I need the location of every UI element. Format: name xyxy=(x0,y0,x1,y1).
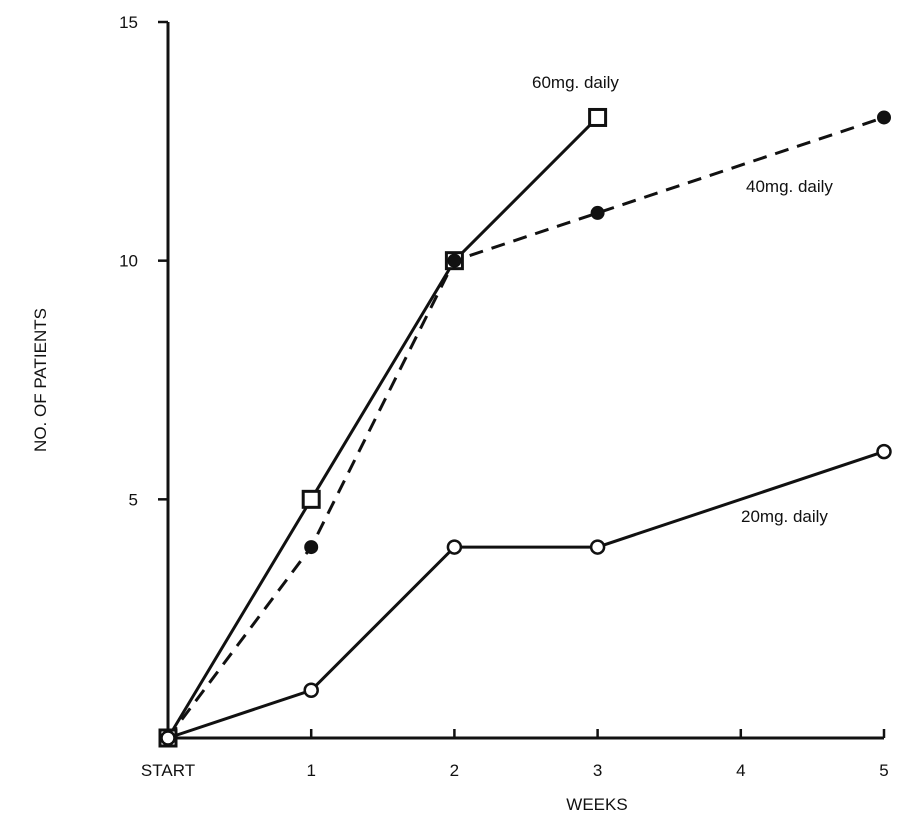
markers-group xyxy=(158,107,892,748)
open-circle-marker xyxy=(160,730,176,746)
x-tick-label: 5 xyxy=(879,761,888,780)
open-circle-marker xyxy=(303,682,319,699)
square-marker xyxy=(588,107,608,127)
y-tick-label: 15 xyxy=(119,13,138,32)
square-marker xyxy=(301,489,321,509)
filled-circle-marker xyxy=(877,110,891,125)
series-line-2 xyxy=(167,450,885,740)
filled-circle-marker xyxy=(304,540,319,555)
y-tick-label: 5 xyxy=(129,490,138,509)
axes: 5 10 15 START 1 2 3 4 5 WEEKS NO. OF PATIENTS xyxy=(31,13,889,814)
x-tick-label: 1 xyxy=(306,761,315,780)
x-tick-label: 2 xyxy=(450,761,459,780)
series-group xyxy=(166,116,885,740)
open-circle-marker xyxy=(446,539,463,555)
series-label-2: 20mg. daily xyxy=(741,507,828,526)
y-tick-label: 10 xyxy=(119,252,138,271)
y-axis-title: NO. OF PATIENTS xyxy=(31,308,50,452)
x-tick-label: 4 xyxy=(736,761,745,780)
open-circle-marker xyxy=(876,443,892,460)
x-axis-title: WEEKS xyxy=(566,795,627,814)
x-tick-label: START xyxy=(141,761,195,780)
filled-circle-marker xyxy=(447,253,462,268)
series-label-1: 40mg. daily xyxy=(746,177,833,196)
series-label-0: 60mg. daily xyxy=(532,73,619,92)
series-line-1 xyxy=(166,116,885,739)
labels-group: 60mg. daily 40mg. daily 20mg. daily xyxy=(532,73,833,526)
filled-circle-marker xyxy=(590,205,605,220)
open-circle-marker xyxy=(589,539,606,555)
series-line-0 xyxy=(166,116,599,739)
x-tick-label: 3 xyxy=(593,761,602,780)
